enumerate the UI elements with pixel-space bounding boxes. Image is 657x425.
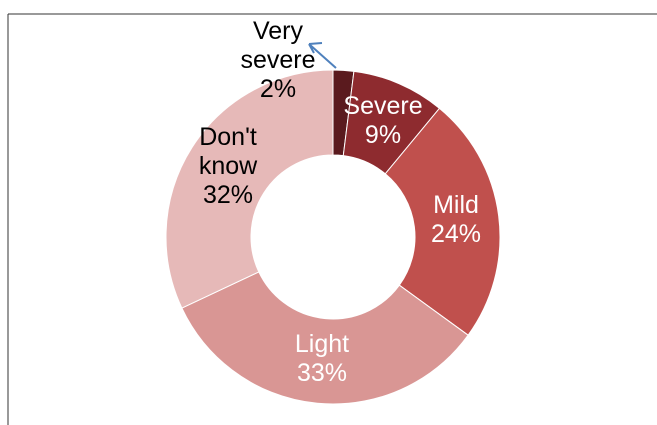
label-don-t-know: Don't know 32% bbox=[199, 123, 258, 209]
slice-light bbox=[181, 271, 469, 405]
slice-don-t-know bbox=[165, 69, 334, 309]
label-mild: Mild 24% bbox=[431, 191, 481, 248]
label-severe: Severe 9% bbox=[343, 92, 422, 149]
label-light: Light 33% bbox=[295, 330, 349, 387]
leader-line-very-severe bbox=[308, 42, 337, 69]
label-very-severe: Very severe 2% bbox=[240, 17, 315, 103]
slice-mild bbox=[384, 107, 501, 336]
